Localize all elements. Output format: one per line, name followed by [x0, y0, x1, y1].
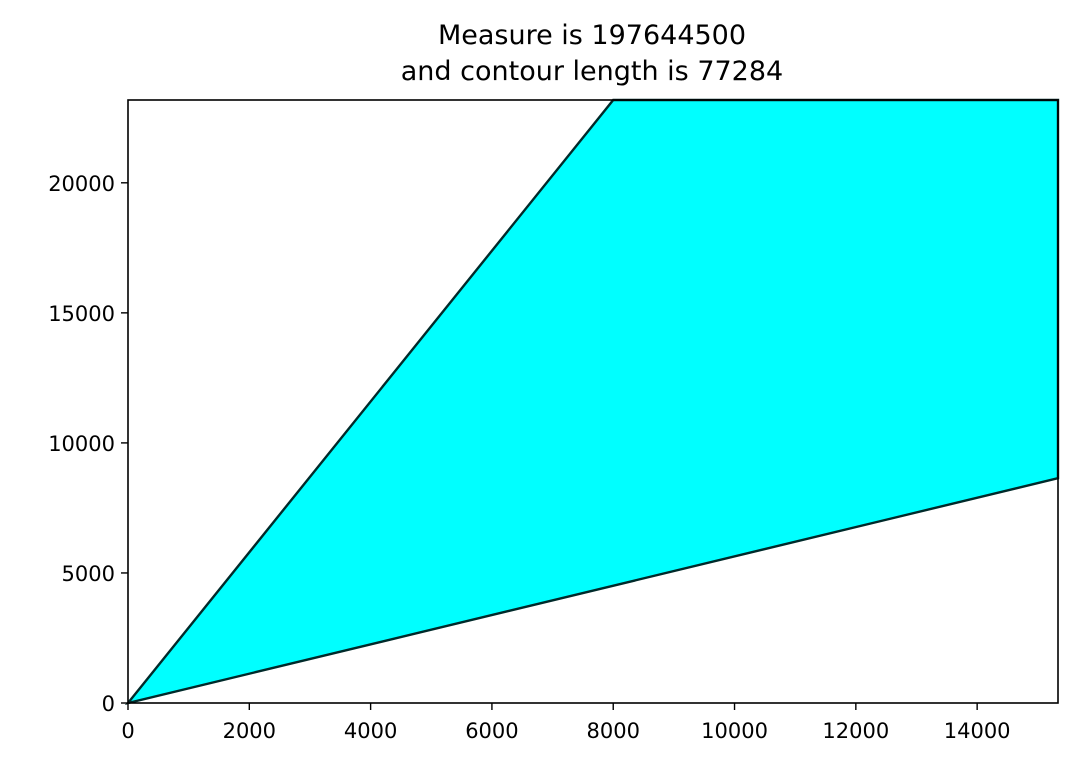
x-axis: 0 2000 4000 6000 8000 10000 12000 14000: [121, 703, 1011, 743]
x-tick-label: 10000: [701, 719, 768, 743]
axes-frame: [127, 99, 1059, 704]
plot-area: [124, 98, 1060, 705]
x-tick-label: 8000: [587, 719, 640, 743]
y-tick-label: 20000: [48, 172, 115, 196]
y-tick-label: 0: [102, 692, 115, 716]
filled-region: [124, 98, 1060, 705]
x-tick-label: 12000: [822, 719, 889, 743]
x-tick-label: 6000: [465, 719, 518, 743]
x-tick-label: 2000: [223, 719, 276, 743]
chart-title-line-2: and contour length is 77284: [401, 56, 783, 87]
y-tick-label: 15000: [48, 302, 115, 326]
x-tick-label: 0: [121, 719, 134, 743]
y-tick-label: 5000: [62, 562, 115, 586]
chart-title-line-1: Measure is 197644500: [438, 20, 746, 51]
x-tick-label: 4000: [344, 719, 397, 743]
x-tick-label: 14000: [944, 719, 1011, 743]
y-axis: 0 5000 10000 15000 20000: [48, 172, 128, 716]
y-tick-label: 10000: [48, 432, 115, 456]
